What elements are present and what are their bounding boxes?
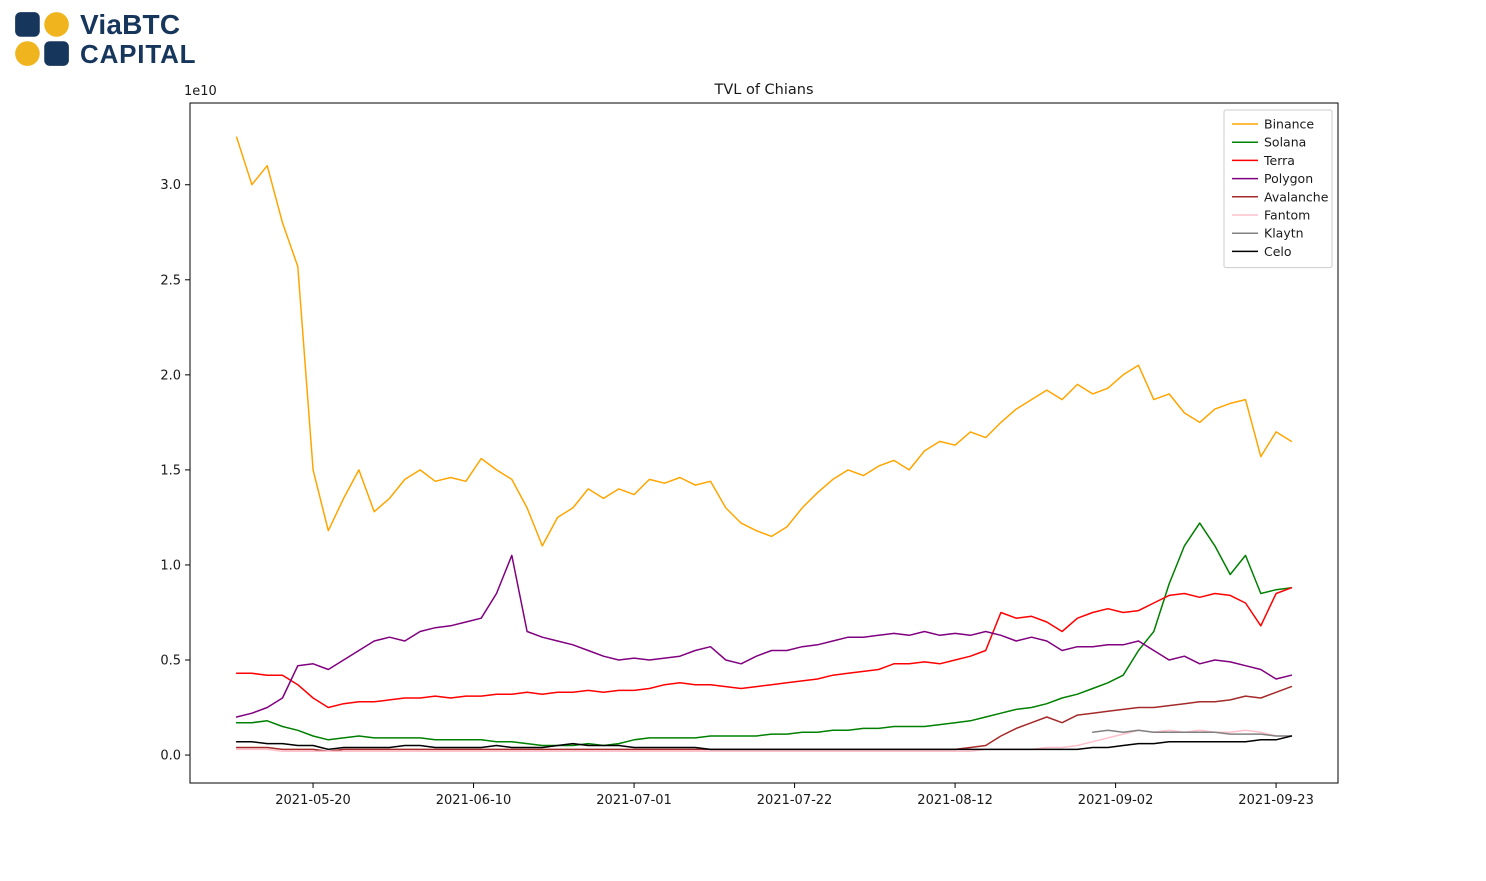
series-lines: [235, 136, 1293, 753]
x-tick-label: 2021-09-02: [1078, 793, 1154, 808]
brand-subtitle: CAPITAL: [80, 39, 197, 70]
series-line-celo: [235, 735, 1293, 751]
legend-label-avalanche: Avalanche: [1264, 189, 1329, 204]
series-line-klaytn: [1091, 729, 1293, 737]
brand-name: ViaBTC: [80, 9, 181, 40]
series-line-solana: [235, 522, 1293, 747]
brand-text: ViaBTC CAPITAL: [80, 9, 197, 70]
y-axis-offset-label: 1e10: [184, 84, 217, 99]
legend-label-celo: Celo: [1264, 244, 1292, 259]
x-tick-label: 2021-08-12: [917, 793, 993, 808]
brand-header: ViaBTC CAPITAL: [14, 9, 197, 70]
y-tick-label: 0.0: [160, 749, 181, 764]
x-tick-label: 2021-07-01: [596, 793, 672, 808]
y-tick-label: 2.0: [160, 368, 181, 383]
logo-tile-top-left: [15, 12, 40, 37]
legend: Binance Solana Terra Polygon Avalanche Fantom…: [1223, 109, 1333, 269]
y-tick-label: 0.5: [160, 654, 181, 669]
chart-title: TVL of Chians: [713, 82, 813, 98]
axes: TVL of Chians 1e10 0.0 0.5 1.0 1.5 2.0 2.5 3.0 20…: [160, 82, 1339, 808]
y-tick-label: 3.0: [160, 178, 181, 193]
legend-label-polygon: Polygon: [1264, 171, 1313, 186]
x-tick-label: 2021-05-20: [275, 793, 351, 808]
logo-tile-bottom-left: [15, 41, 40, 67]
logo-tile-top-right: [44, 12, 69, 37]
x-tick-label: 2021-09-23: [1238, 793, 1314, 808]
legend-label-binance: Binance: [1264, 117, 1314, 132]
series-line-fantom: [235, 729, 1293, 753]
legend-label-klaytn: Klaytn: [1264, 226, 1304, 241]
viabtc-logo-icon: [15, 12, 69, 67]
x-tick-label: 2021-07-22: [757, 793, 833, 808]
plot-area: [189, 102, 1339, 784]
legend-label-solana: Solana: [1264, 135, 1306, 150]
legend-label-fantom: Fantom: [1264, 208, 1310, 223]
x-tick-label: 2021-06-10: [436, 793, 512, 808]
logo-tile-bottom-right: [44, 41, 69, 67]
y-tick-label: 2.5: [160, 273, 181, 288]
series-line-polygon: [235, 554, 1293, 718]
y-tick-label: 1.0: [160, 558, 181, 573]
legend-box: [1223, 109, 1333, 269]
legend-label-terra: Terra: [1263, 153, 1295, 168]
series-line-terra: [235, 587, 1293, 709]
series-line-binance: [235, 136, 1293, 547]
y-tick-label: 1.5: [160, 463, 181, 478]
